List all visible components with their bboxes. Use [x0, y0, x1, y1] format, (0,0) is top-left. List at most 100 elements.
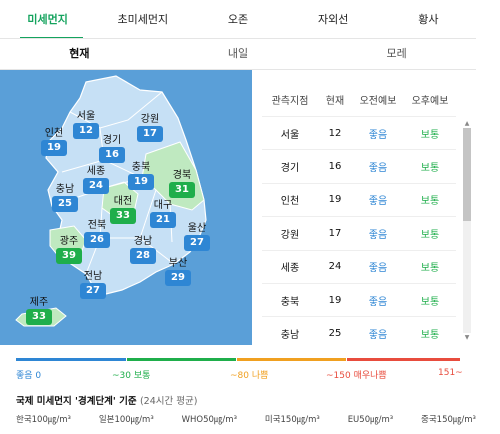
scroll-thumb[interactable] [463, 128, 471, 221]
tab-yellow-dust[interactable]: 황사 [418, 13, 439, 26]
table-row[interactable]: 충북 19 좋음 보통 [262, 282, 456, 316]
standard-korea: 한국100㎍/m³ [16, 415, 71, 425]
city-value: 19 [128, 174, 154, 190]
city-name: 대구 [153, 200, 173, 211]
city-busan[interactable]: 부산 29 [156, 258, 200, 286]
city-name: 강원 [140, 114, 160, 125]
header-now: 현재 [325, 96, 345, 107]
cell-am: 좋음 [368, 129, 388, 141]
city-jeonbuk[interactable]: 전북 26 [75, 220, 119, 248]
city-name: 세종 [86, 166, 106, 177]
cell-pm: 보통 [420, 163, 440, 175]
scroll-down-icon[interactable]: ▼ [464, 334, 470, 341]
city-gyeonggi[interactable]: 경기 16 [90, 135, 134, 163]
standards-list: 한국100㎍/m³ 일본100㎍/m³ WHO50㎍/m³ 미국150㎍/m³ … [16, 413, 476, 425]
cell-place: 서울 [280, 129, 300, 141]
cell-place: 경기 [280, 163, 300, 175]
cell-place: 세종 [280, 263, 300, 275]
standard-japan: 일본100㎍/m³ [98, 415, 154, 425]
cell-am: 좋음 [368, 163, 388, 175]
city-value: 25 [52, 196, 78, 212]
tab-ozone[interactable]: 오존 [227, 13, 249, 26]
tab-uv[interactable]: 자외선 [318, 13, 349, 26]
cell-am: 좋음 [368, 296, 388, 308]
city-value: 29 [165, 270, 191, 286]
tab-ultrafine-dust[interactable]: 초미세먼지 [117, 13, 169, 26]
cell-now: 25 [328, 328, 342, 340]
standard-china: 중국150㎍/m³ [421, 415, 476, 425]
tab-tomorrow[interactable]: 내일 [227, 47, 249, 60]
city-ulsan[interactable]: 울산 27 [175, 223, 219, 251]
header-am-forecast: 오전예보 [359, 96, 397, 107]
table-row[interactable]: 경기 16 좋음 보통 [262, 149, 456, 182]
table-row[interactable]: 세종 24 좋음 보통 [262, 249, 456, 283]
table-header: 관측지점 현재 오전예보 오후예보 [262, 92, 456, 107]
city-name: 광주 [59, 236, 79, 247]
city-value: 26 [84, 232, 110, 248]
city-chungbuk[interactable]: 충북 19 [119, 162, 163, 190]
scroll-track[interactable] [463, 128, 471, 333]
city-value: 28 [130, 248, 156, 264]
table-row[interactable]: 강원 17 좋음 보통 [262, 216, 456, 249]
city-value: 17 [137, 126, 163, 142]
standard-who: WHO50㎍/m³ [181, 415, 237, 425]
city-name: 부산 [168, 258, 188, 269]
scroll-up-icon[interactable]: ▲ [464, 120, 470, 127]
city-daejeon[interactable]: 대전 33 [101, 196, 145, 224]
city-gwangju[interactable]: 광주 39 [47, 236, 91, 264]
city-name: 전남 [83, 271, 103, 282]
tab-fine-dust[interactable]: 미세먼지 [0, 0, 95, 39]
cell-now: 19 [328, 194, 342, 206]
city-name: 대전 [113, 196, 133, 207]
cell-place: 충남 [280, 330, 300, 342]
city-name: 울산 [187, 223, 207, 234]
city-value: 12 [73, 123, 99, 139]
city-name: 충남 [55, 184, 75, 195]
city-value: 27 [184, 235, 210, 251]
table-row[interactable]: 인천 19 좋음 보통 [262, 182, 456, 216]
table-body: 서울 12 좋음 보통 경기 16 좋음 보통 인천 19 좋음 보통 강원 1… [262, 116, 456, 345]
tab-today[interactable]: 현재 [69, 47, 90, 60]
city-value: 39 [56, 248, 82, 264]
cell-now: 24 [328, 261, 342, 273]
cell-place: 충북 [280, 296, 300, 308]
city-jeju[interactable]: 제주 33 [17, 297, 61, 325]
legend-bar-very-bad [347, 358, 460, 361]
city-name: 인천 [44, 128, 64, 139]
header-pm-forecast: 오후예보 [411, 96, 449, 107]
city-chungnam[interactable]: 충남 25 [43, 184, 87, 212]
tab-day-after[interactable]: 모레 [386, 47, 407, 60]
city-seoul[interactable]: 서울 12 [64, 111, 108, 139]
table-row[interactable]: 서울 12 좋음 보통 [262, 116, 456, 149]
city-incheon[interactable]: 인천 19 [32, 128, 76, 156]
city-value: 16 [99, 147, 125, 163]
city-name: 전북 [87, 220, 107, 231]
cell-pm: 보통 [420, 330, 440, 342]
city-daegu[interactable]: 대구 21 [141, 200, 185, 228]
cell-am: 좋음 [368, 330, 388, 342]
cell-pm: 보통 [420, 196, 440, 208]
city-sejong[interactable]: 세종 24 [74, 166, 118, 194]
international-standards: 국제 미세먼지 '경계단계' 기준 (24시간 평균) 한국100㎍/m³ 일본… [16, 393, 476, 425]
korea-map: 서울 12 인천 19 경기 16 강원 17 세종 24 충북 19 충남 2… [0, 70, 252, 345]
standard-eu: EU50㎍/m³ [347, 415, 394, 425]
table-scrollbar[interactable]: ▲ ▼ [461, 120, 471, 342]
standard-usa: 미국150㎍/m³ [264, 415, 320, 425]
legend-label-bad: ~80 나쁨 [230, 371, 269, 381]
cell-now: 19 [328, 294, 342, 306]
cell-am: 좋음 [368, 263, 388, 275]
legend-label-very-bad: ~150 매우나쁨 [326, 371, 387, 381]
city-jeonnam[interactable]: 전남 27 [71, 271, 115, 299]
city-name: 경북 [172, 170, 192, 181]
cell-now: 12 [328, 127, 342, 139]
table-row[interactable]: 충남 25 좋음 보통 [262, 316, 456, 345]
city-value: 27 [80, 283, 106, 299]
header-station: 관측지점 [271, 96, 309, 107]
legend-bar-good [16, 358, 126, 361]
city-gyeongbuk[interactable]: 경북 31 [160, 170, 204, 198]
city-gangwon[interactable]: 강원 17 [128, 114, 172, 142]
day-tabs: 현재 내일 모레 [0, 38, 476, 70]
city-gyeongnam[interactable]: 경남 28 [121, 236, 165, 264]
cell-am: 좋음 [368, 229, 388, 241]
standards-subtitle: (24시간 평균) [139, 396, 198, 407]
